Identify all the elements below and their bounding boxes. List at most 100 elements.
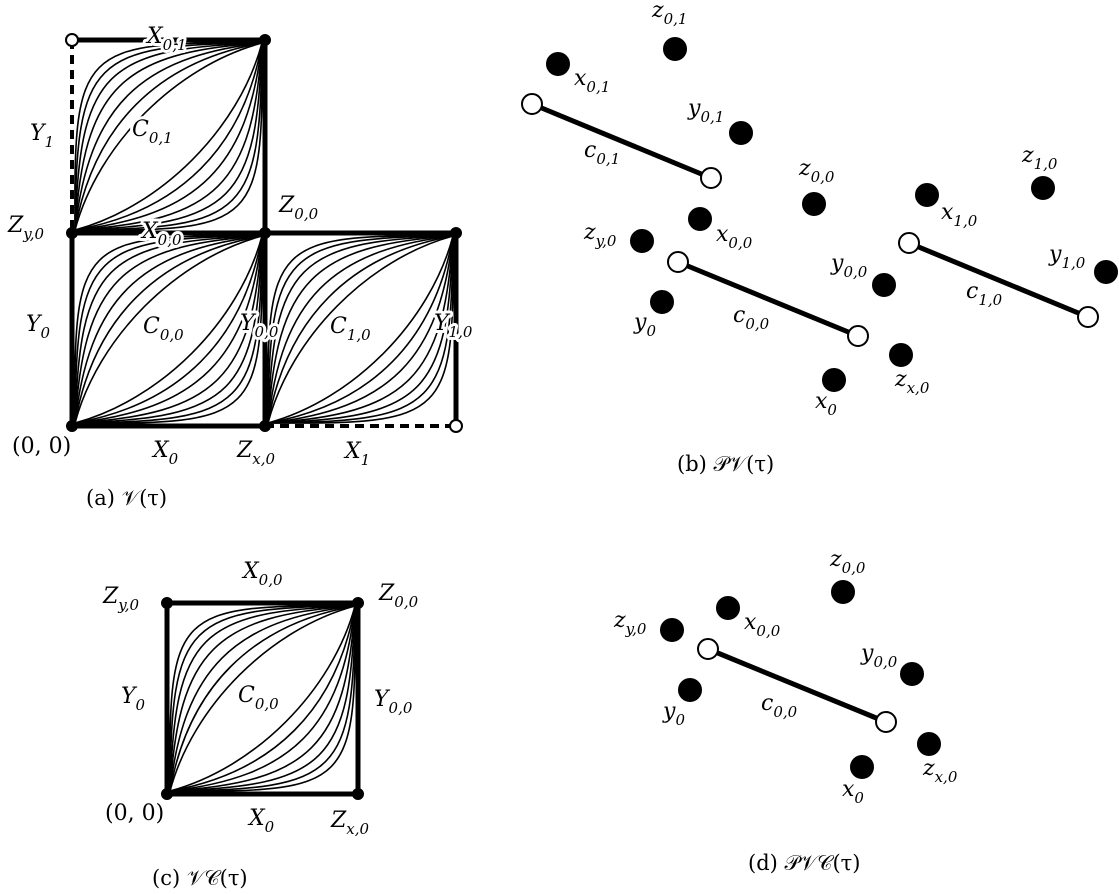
label-panel_b-labels-z00: z0,0 <box>798 156 835 186</box>
label-panel_d-labels-y0: y0 <box>662 699 685 729</box>
label-panel_b-labels-z10: z1,0 <box>1021 143 1058 173</box>
point-z00 <box>802 192 826 216</box>
vertex-origin <box>66 420 78 432</box>
segment-c10 <box>908 240 1089 320</box>
cell-edges <box>69 37 1089 797</box>
endpoint-c00-a <box>667 251 689 273</box>
vertex-zx0 <box>259 420 271 432</box>
endpoint-c10-a <box>898 232 920 254</box>
point-zx0 <box>889 343 913 367</box>
label-panel_a-labels-Z00: Z0,0 <box>278 193 319 223</box>
label-panel_b-labels-zx0: zx,0 <box>894 367 930 397</box>
label-panel_a-labels-X1: X1 <box>343 439 370 469</box>
label-panel_b-labels-y00: y0,0 <box>830 251 868 281</box>
point-x01 <box>546 52 570 76</box>
point-z10 <box>1031 176 1055 200</box>
label-panel_d-labels-zy0: zy,0 <box>613 608 647 638</box>
label-panel_a-labels-origin: (0, 0) <box>12 434 71 459</box>
label-panel_c-labels-X0: X0 <box>247 806 275 836</box>
caption-panel_c: (c) 𝒱𝒞(τ) <box>152 866 248 890</box>
label-panel_a-labels-Y0: Y0 <box>26 312 51 342</box>
vertex-zy0-vc <box>161 597 173 609</box>
label-panel_b-labels-c10: c1,0 <box>966 279 1003 309</box>
label-panel_c-labels-Zy0: Zy,0 <box>102 584 140 614</box>
point-x0-pvc <box>850 755 874 779</box>
vertex-zy0 <box>66 227 78 239</box>
vertex-z00 <box>259 227 271 239</box>
label-panel_c-labels-Z00: Z0,0 <box>378 581 419 611</box>
point-z00-pvc <box>831 580 855 604</box>
vertex-right-top <box>450 227 462 239</box>
point-y10 <box>1094 260 1118 284</box>
label-panel_c-labels-Y00: Y0,0 <box>374 687 413 717</box>
point-y0-pvc <box>678 678 702 702</box>
point-x0 <box>822 368 846 392</box>
label-panel_a-labels-X01: X0,1 <box>145 24 187 54</box>
label-panel_b-labels-y10: y1,0 <box>1048 242 1086 272</box>
segment-c00-pvc <box>707 646 887 725</box>
point-zy0 <box>630 229 654 253</box>
endpoint-c00-pvc-a <box>697 638 719 660</box>
cell-hatching <box>74 42 454 792</box>
point-z01 <box>663 37 687 61</box>
vertex-z00-vc <box>352 597 364 609</box>
caption-panel_d: (d) 𝒫𝒱𝒞(τ) <box>748 851 860 875</box>
label-panel_b-labels-z01: z0,1 <box>651 0 687 28</box>
label-panel_b-labels-c00: c0,0 <box>733 303 770 333</box>
label-panel_a-labels-X00: X0,0 <box>140 219 182 249</box>
point-x10 <box>915 183 939 207</box>
cell-c00-vc <box>169 605 356 792</box>
segment-c01 <box>531 101 712 181</box>
vertex-origin-vc <box>161 788 173 800</box>
label-panel_c-labels-X00: X0,0 <box>241 559 283 589</box>
vertex-zx0-vc <box>352 788 364 800</box>
label-panel_b-labels-x10: x1,0 <box>941 200 978 230</box>
label-panel_a-labels-C00: C0,0 <box>143 314 184 344</box>
cell-c01 <box>74 42 263 231</box>
vertex-open-top-left <box>65 33 79 47</box>
point-y00-pvc <box>900 662 924 686</box>
label-panel_d-labels-x0: x0 <box>842 777 864 807</box>
labels: X0,1 Y1 C0,1 Zy,0 X0,0 Z0,0 Y0 C0,0 Y0,0 C1,0 Y1,0… <box>7 0 1086 890</box>
point-y00 <box>872 273 896 297</box>
cell-c00 <box>74 235 263 424</box>
cell-c10 <box>267 235 454 424</box>
label-panel_a-labels-X0: X0 <box>151 438 179 468</box>
endpoint-c00-b <box>847 325 869 347</box>
label-panel_b-labels-zy0: zy,0 <box>583 220 617 250</box>
label-panel_c-labels-Zx0: Zx,0 <box>330 808 370 838</box>
point-zy0-pvc <box>660 618 684 642</box>
vertex-open-bottom-right <box>449 419 463 433</box>
point-x00-pvc <box>716 596 740 620</box>
label-panel_b-labels-c01: c0,1 <box>584 138 620 168</box>
label-panel_a-labels-Zy0: Zy,0 <box>7 213 45 243</box>
label-panel_b-labels-x00: x0,0 <box>716 222 753 252</box>
label-panel_b-labels-y0: y0 <box>633 310 656 340</box>
label-panel_b-labels-y01: y0,1 <box>687 96 724 126</box>
vertex-dots <box>65 33 1118 800</box>
endpoint-c00-pvc-b <box>875 711 897 733</box>
endpoint-c01-b <box>700 167 722 189</box>
caption-panel_b: (b) 𝒫𝒱(τ) <box>677 452 774 476</box>
label-panel_c-labels-origin: (0, 0) <box>105 801 164 826</box>
caption-panel_a: (a) 𝒱(τ) <box>86 486 167 510</box>
label-panel_c-labels-C00: C0,0 <box>238 683 279 713</box>
label-panel_a-labels-C10: C1,0 <box>330 314 371 344</box>
endpoint-c01-a <box>521 93 543 115</box>
label-panel_a-labels-Y10: Y1,0 <box>434 311 473 341</box>
vertex-top <box>259 34 271 46</box>
label-panel_a-labels-Y1: Y1 <box>30 121 54 151</box>
label-panel_d-labels-y00: y0,0 <box>860 641 898 671</box>
point-y0 <box>650 290 674 314</box>
label-panel_a-labels-Y00: Y0,0 <box>240 311 279 341</box>
endpoint-c10-b <box>1077 306 1099 328</box>
label-panel_d-labels-x00: x0,0 <box>744 610 781 640</box>
label-panel_d-labels-zx0: zx,0 <box>922 756 958 786</box>
label-panel_a-labels-C01: C0,1 <box>132 117 173 147</box>
label-panel_b-labels-x01: x0,1 <box>574 66 610 96</box>
label-panel_d-labels-z00: z0,0 <box>829 547 866 577</box>
point-y01 <box>729 121 753 145</box>
label-panel_a-labels-Zx0: Zx,0 <box>236 438 276 468</box>
label-panel_d-labels-c00: c0,0 <box>761 691 798 721</box>
